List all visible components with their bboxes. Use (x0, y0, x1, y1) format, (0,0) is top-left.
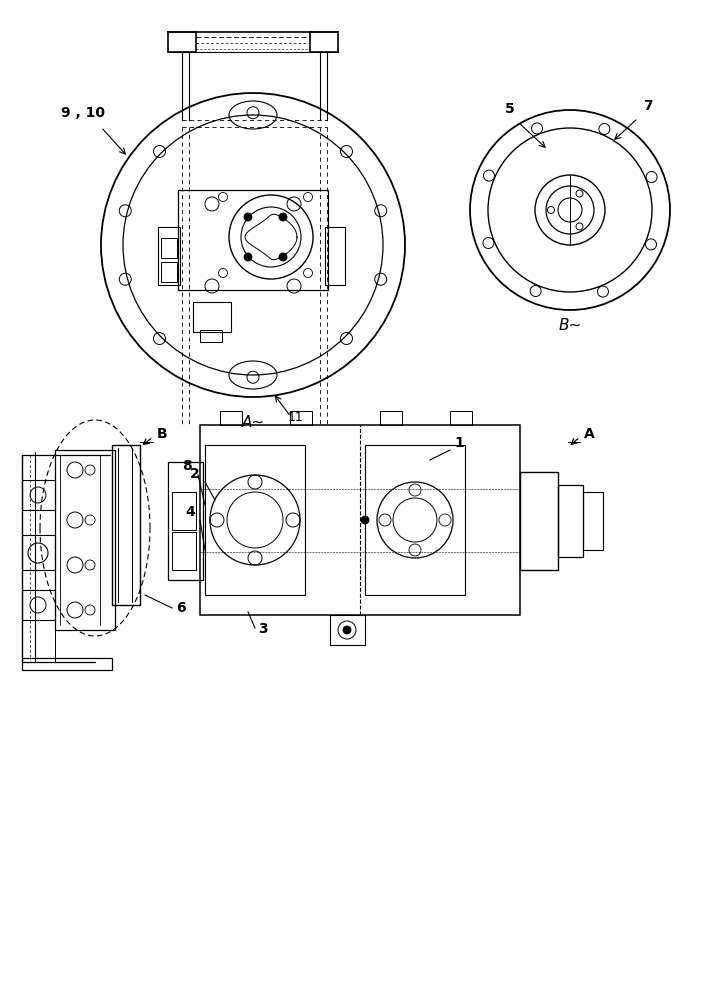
Text: 8: 8 (182, 459, 192, 473)
Bar (172, 532, 196, 570)
Text: A~: A~ (241, 415, 265, 430)
Bar (158, 227, 180, 285)
Text: 11: 11 (288, 411, 304, 424)
Bar (583, 492, 603, 550)
Circle shape (343, 626, 351, 634)
Bar (193, 302, 231, 332)
Bar (205, 445, 305, 595)
Text: 6: 6 (176, 601, 186, 615)
Circle shape (244, 213, 252, 221)
Bar (200, 330, 222, 342)
Bar (380, 411, 402, 425)
Text: 9 , 10: 9 , 10 (61, 106, 105, 120)
Bar (558, 485, 583, 557)
Bar (22, 535, 55, 570)
Bar (168, 32, 196, 52)
Text: 5: 5 (505, 102, 515, 116)
Text: 1: 1 (454, 436, 464, 450)
Text: A: A (584, 427, 595, 441)
Bar (161, 262, 177, 282)
Bar (290, 411, 312, 425)
Bar (200, 425, 520, 615)
Text: B: B (157, 427, 167, 441)
Bar (22, 480, 55, 510)
Text: 3: 3 (258, 622, 268, 636)
Bar (112, 445, 140, 605)
Circle shape (244, 253, 252, 261)
Bar (172, 492, 196, 530)
Circle shape (361, 516, 369, 524)
Bar (330, 615, 365, 645)
Bar (365, 445, 465, 595)
Bar (325, 227, 345, 285)
Bar (22, 658, 112, 670)
Bar (22, 590, 55, 620)
Text: B~: B~ (558, 318, 582, 333)
Bar (520, 472, 558, 570)
Text: 7: 7 (643, 99, 653, 113)
Text: 4: 4 (185, 505, 195, 519)
Bar (55, 450, 115, 630)
Bar (168, 462, 203, 580)
Circle shape (279, 253, 287, 261)
Bar (178, 190, 328, 290)
Circle shape (279, 213, 287, 221)
Text: 2: 2 (190, 467, 200, 481)
Bar (450, 411, 472, 425)
Bar (310, 32, 338, 52)
Bar (220, 411, 242, 425)
Bar (161, 238, 177, 258)
